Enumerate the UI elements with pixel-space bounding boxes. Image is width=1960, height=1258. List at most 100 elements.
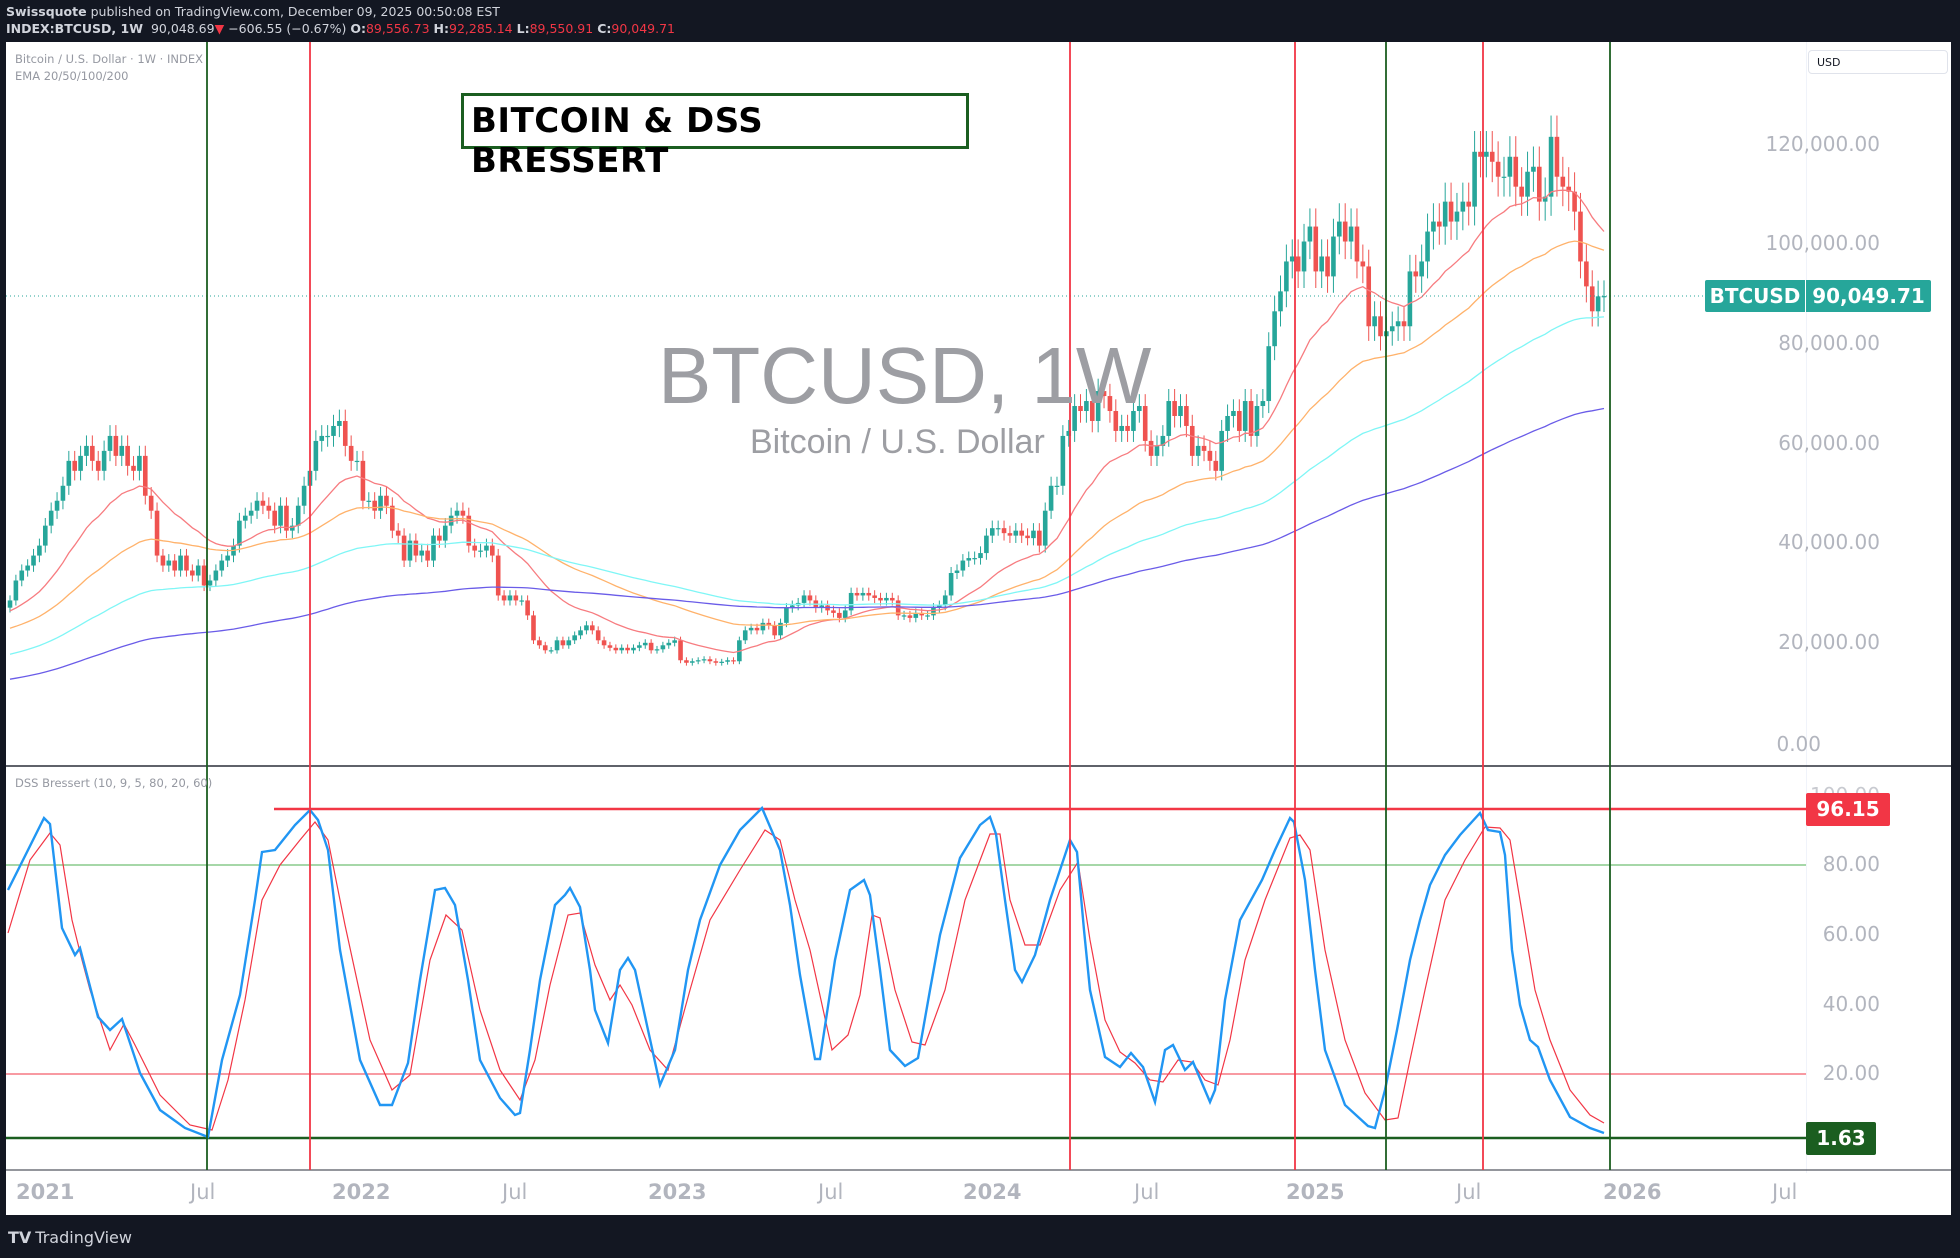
candle-body xyxy=(707,659,713,662)
candle-body xyxy=(860,592,866,596)
candle-body xyxy=(1454,211,1460,222)
candle-body xyxy=(419,550,425,556)
candle-body xyxy=(1248,401,1254,436)
price-axis-border xyxy=(1806,42,1807,1173)
annotation-title-box[interactable]: BITCOIN & DSS BRESSERT xyxy=(461,93,969,181)
candle-body xyxy=(1331,236,1336,277)
candle-body xyxy=(107,435,113,451)
candle-body xyxy=(342,420,348,446)
candle-body xyxy=(866,592,872,596)
candle-body xyxy=(378,495,383,511)
candle-body xyxy=(1395,321,1401,327)
candle-body xyxy=(731,660,736,662)
candle-body xyxy=(1160,435,1166,446)
candle-body xyxy=(1589,286,1595,312)
candle-body xyxy=(1448,201,1454,222)
candle-body xyxy=(1201,445,1207,451)
candle-body xyxy=(95,460,101,471)
candle-body xyxy=(748,627,754,631)
candle-body xyxy=(889,597,895,601)
candle-body xyxy=(7,600,13,608)
candle-body xyxy=(460,510,466,516)
ema-50-line xyxy=(9,240,1605,629)
candle-body xyxy=(1148,440,1154,456)
candle-body xyxy=(1507,156,1513,177)
candle-body xyxy=(989,528,995,536)
candle-body xyxy=(672,640,677,643)
candle-body xyxy=(1578,211,1583,262)
ema-legend[interactable]: EMA 20/50/100/200 xyxy=(15,69,129,83)
tradingview-footer[interactable]: TV TradingView xyxy=(8,1228,132,1247)
candle-body xyxy=(590,625,595,631)
close-label: C: xyxy=(597,21,612,36)
candle-body xyxy=(1089,401,1095,421)
publisher-name[interactable]: Swissquote xyxy=(6,4,87,19)
candle-body xyxy=(1366,266,1372,327)
candle-body xyxy=(1213,460,1219,471)
candle-body xyxy=(437,535,442,541)
candle-body xyxy=(1278,291,1283,312)
candle-body xyxy=(572,635,577,641)
chart-frame[interactable] xyxy=(6,42,1951,1215)
candle-body xyxy=(237,520,242,546)
candle-body xyxy=(942,595,948,606)
candle-body xyxy=(490,545,495,556)
x-label-jul-2023: Jul xyxy=(818,1180,844,1204)
dss-legend[interactable]: DSS Bressert (10, 9, 5, 80, 20, 60) xyxy=(15,776,213,790)
candle-body xyxy=(1319,256,1324,272)
candle-body xyxy=(625,647,630,651)
price-badge-value: 90,049.71 xyxy=(1806,280,1931,312)
candle-body xyxy=(901,615,907,617)
candle-body xyxy=(831,610,836,613)
candle-body xyxy=(325,435,330,438)
candle-body xyxy=(90,445,95,461)
candle-body xyxy=(295,505,301,526)
candle-body xyxy=(742,630,748,641)
candle-body xyxy=(1178,406,1183,416)
candle-body xyxy=(701,659,707,661)
candle-body xyxy=(1060,435,1066,486)
candle-body xyxy=(125,445,130,466)
candle-body xyxy=(872,595,877,598)
candle-body xyxy=(931,607,936,616)
candle-body xyxy=(837,612,842,618)
candle-body xyxy=(219,560,225,571)
candle-body xyxy=(595,630,601,641)
candle-body xyxy=(13,580,19,601)
candle-body xyxy=(531,615,536,641)
candle-body xyxy=(1460,201,1466,212)
candle-body xyxy=(1266,346,1272,402)
candle-body xyxy=(519,600,525,602)
high-value: 92,285.14 xyxy=(449,21,513,36)
candle-body xyxy=(366,500,372,502)
candle-body xyxy=(213,570,219,581)
candle-body xyxy=(1360,261,1366,267)
candle-body xyxy=(160,555,166,566)
y-label-20000: 20,000.00 xyxy=(1778,630,1880,654)
candle-body xyxy=(842,610,848,618)
currency-button[interactable]: USD xyxy=(1808,50,1948,74)
candle-body xyxy=(1389,326,1395,332)
candle-body xyxy=(513,595,519,601)
x-label-jul-2022: Jul xyxy=(502,1180,528,1204)
candle-body xyxy=(407,540,413,561)
candle-body xyxy=(301,485,307,506)
candle-body xyxy=(142,455,148,496)
brand-name: TradingView xyxy=(35,1228,132,1247)
series-legend[interactable]: Bitcoin / U.S. Dollar · 1W · INDEX xyxy=(15,52,203,66)
candle-body xyxy=(1348,226,1354,242)
candle-body xyxy=(642,642,648,646)
candle-body xyxy=(1272,311,1277,347)
candle-body xyxy=(1413,271,1419,277)
x-label-2022: 2022 xyxy=(332,1180,391,1204)
down-arrow-icon: ▼ xyxy=(214,21,225,36)
x-label-jul-2021: Jul xyxy=(190,1180,216,1204)
candle-body xyxy=(925,615,930,617)
candle-body xyxy=(284,505,289,531)
candle-body xyxy=(60,485,66,501)
candle-body xyxy=(913,612,919,618)
candle-body xyxy=(19,570,25,581)
candle-body xyxy=(1119,425,1124,431)
candle-body xyxy=(1289,256,1295,262)
